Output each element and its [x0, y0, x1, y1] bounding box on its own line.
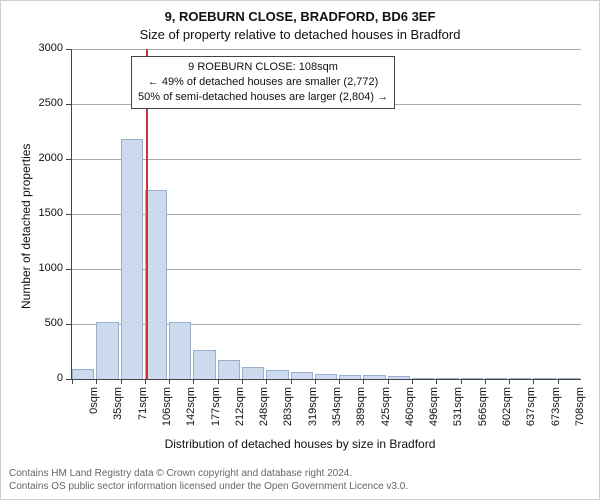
- x-axis: [71, 379, 581, 380]
- bar: [169, 322, 191, 379]
- footer-text: Contains HM Land Registry data © Crown c…: [9, 468, 408, 493]
- y-tick-label: 2000: [1, 152, 63, 164]
- x-tick-label: 248sqm: [258, 387, 270, 427]
- bar: [218, 360, 240, 379]
- x-tick-label: 637sqm: [525, 387, 537, 427]
- x-tick-label: 212sqm: [234, 387, 246, 427]
- y-tick-label: 0: [1, 372, 63, 384]
- bar: [72, 369, 94, 379]
- y-tick-label: 2500: [1, 97, 63, 109]
- x-tick-label: 602sqm: [501, 387, 513, 427]
- x-tick-label: 708sqm: [574, 387, 586, 427]
- bar: [242, 367, 264, 379]
- x-tick-label: 531sqm: [452, 387, 464, 427]
- chart-title-line1: 9, ROEBURN CLOSE, BRADFORD, BD6 3EF: [1, 9, 599, 24]
- x-axis-label: Distribution of detached houses by size …: [1, 437, 599, 451]
- chart-container: 9, ROEBURN CLOSE, BRADFORD, BD6 3EF Size…: [0, 0, 600, 500]
- annotation-line1: 9 ROEBURN CLOSE: 108sqm: [138, 60, 388, 75]
- x-tick-label: 425sqm: [380, 387, 392, 427]
- bar: [266, 370, 288, 379]
- y-tick-label: 500: [1, 317, 63, 329]
- x-tick-label: 283sqm: [282, 387, 294, 427]
- x-tick-label: 35sqm: [112, 387, 124, 427]
- y-axis: [71, 49, 72, 379]
- bar: [96, 322, 118, 379]
- x-tick-label: 354sqm: [331, 387, 343, 427]
- x-tick-label: 566sqm: [477, 387, 489, 427]
- x-tick-label: 319sqm: [307, 387, 319, 427]
- x-tick-label: 177sqm: [210, 387, 222, 427]
- y-tick-label: 3000: [1, 42, 63, 54]
- y-tick-label: 1500: [1, 207, 63, 219]
- bar: [193, 350, 215, 379]
- annotation-line3: 50% of semi-detached houses are larger (…: [138, 90, 388, 105]
- chart-title-line2: Size of property relative to detached ho…: [1, 27, 599, 42]
- x-tick-label: 106sqm: [161, 387, 173, 427]
- x-tick-label: 673sqm: [550, 387, 562, 427]
- x-tick-label: 71sqm: [137, 387, 149, 427]
- y-tick-label: 1000: [1, 262, 63, 274]
- x-tick-label: 142sqm: [185, 387, 197, 427]
- y-axis-label: Number of detached properties: [19, 144, 33, 309]
- bar: [121, 139, 143, 379]
- bar: [291, 372, 313, 379]
- annotation-box: 9 ROEBURN CLOSE: 108sqm ← 49% of detache…: [131, 56, 395, 109]
- x-tick-label: 389sqm: [355, 387, 367, 427]
- annotation-line2: ← 49% of detached houses are smaller (2,…: [138, 75, 388, 90]
- footer-line2: Contains OS public sector information li…: [9, 481, 408, 494]
- x-tick-label: 0sqm: [88, 387, 100, 427]
- x-tick-label: 460sqm: [404, 387, 416, 427]
- footer-line1: Contains HM Land Registry data © Crown c…: [9, 468, 408, 481]
- x-tick-label: 496sqm: [428, 387, 440, 427]
